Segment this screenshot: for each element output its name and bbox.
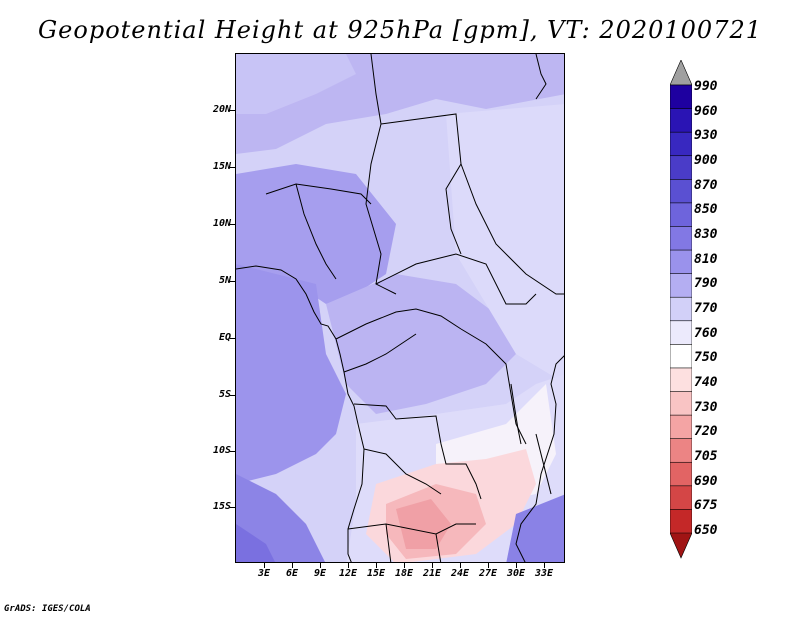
colorbar-box-730 (670, 391, 692, 416)
colorbar-box-830 (670, 226, 692, 251)
colorbar (670, 60, 692, 559)
xtick-mark-9e (320, 563, 321, 568)
ytick-label-5s: 5S (218, 389, 231, 400)
ytick-mark-eq (230, 338, 235, 339)
xtick-mark-33e (544, 563, 545, 568)
xtick-label-27e: 27E (478, 568, 498, 579)
ytick-mark-5n (230, 281, 235, 282)
xtick-label-24e: 24E (450, 568, 470, 579)
colorbar-box-770 (670, 296, 692, 322)
colorbar-label-705: 705 (694, 449, 718, 464)
xtick-label-33e: 33E (534, 568, 554, 579)
xtick-mark-24e (460, 563, 461, 568)
xtick-label-21e: 21E (422, 568, 442, 579)
colorbar-label-900: 900 (694, 153, 718, 168)
colorbar-bottom-arrow (670, 532, 692, 559)
xtick-label-9e: 9E (313, 568, 327, 579)
field-southwest-deep (236, 524, 275, 562)
coastlines-borders (236, 54, 564, 562)
colorbar-label-930: 930 (694, 128, 718, 143)
colorbar-label-750: 750 (694, 350, 718, 365)
colorbar-box-705 (670, 438, 692, 464)
colorbar-box-690 (670, 461, 692, 487)
field-pink-core (396, 499, 451, 549)
xtick-mark-15e (376, 563, 377, 568)
xtick-label-12e: 12E (338, 568, 358, 579)
colorbar-box-750 (670, 344, 692, 369)
colorbar-box-900 (670, 155, 692, 181)
colorbar-label-730: 730 (694, 400, 718, 415)
ytick-mark-10s (230, 451, 235, 452)
ytick-label-15n: 15N (212, 161, 231, 172)
xtick-mark-27e (488, 563, 489, 568)
ytick-label-15s: 15S (212, 501, 231, 512)
colorbar-top-arrow (670, 60, 692, 86)
colorbar-label-870: 870 (694, 178, 718, 193)
colorbar-box-720 (670, 414, 692, 440)
xtick-label-18e: 18E (394, 568, 414, 579)
map-panel (235, 53, 565, 563)
xtick-label-15e: 15E (366, 568, 386, 579)
colorbar-box-930 (670, 131, 692, 157)
ytick-mark-15s (230, 507, 235, 508)
colorbar-label-790: 790 (694, 276, 718, 291)
map-canvas (236, 54, 564, 562)
colorbar-label-990: 990 (694, 79, 718, 94)
colorbar-label-720: 720 (694, 424, 718, 439)
xtick-label-3e: 3E (257, 568, 271, 579)
field-northwest (236, 54, 356, 114)
colorbar-box-760 (670, 320, 692, 346)
xtick-mark-3e (264, 563, 265, 568)
colorbar-box-675 (670, 485, 692, 511)
colorbar-label-810: 810 (694, 252, 718, 267)
colorbar-label-675: 675 (694, 498, 718, 513)
field-congo (326, 274, 516, 414)
colorbar-label-740: 740 (694, 375, 718, 390)
colorbar-label-850: 850 (694, 202, 718, 217)
colorbar-label-830: 830 (694, 227, 718, 242)
colorbar-label-770: 770 (694, 301, 718, 316)
colorbar-label-960: 960 (694, 104, 718, 119)
grads-credit: GrADS: IGES/COLA (4, 604, 91, 614)
colorbar-box-960 (670, 108, 692, 133)
xtick-mark-12e (348, 563, 349, 568)
colorbar-box-740 (670, 367, 692, 393)
xtick-mark-18e (404, 563, 405, 568)
colorbar-box-650 (670, 509, 692, 534)
chart-title: Geopotential Height at 925hPa [gpm], VT:… (38, 16, 762, 44)
xtick-mark-30e (516, 563, 517, 568)
ytick-label-10s: 10S (212, 445, 231, 456)
colorbar-label-690: 690 (694, 474, 718, 489)
ytick-label-10n: 10N (212, 218, 231, 229)
xtick-mark-6e (292, 563, 293, 568)
colorbar-box-790 (670, 273, 692, 299)
colorbar-box-990 (670, 84, 692, 110)
ytick-mark-5s (230, 395, 235, 396)
ytick-label-20n: 20N (212, 104, 231, 115)
colorbar-box-810 (670, 249, 692, 275)
ytick-label-eq: EQ (218, 332, 231, 343)
xtick-label-6e: 6E (285, 568, 299, 579)
ytick-mark-10n (230, 224, 235, 225)
colorbar-box-850 (670, 202, 692, 228)
ytick-mark-15n (230, 167, 235, 168)
colorbar-label-760: 760 (694, 326, 718, 341)
ytick-label-5n: 5N (218, 275, 231, 286)
colorbar-box-870 (670, 179, 692, 204)
colorbar-label-650: 650 (694, 523, 718, 538)
ytick-mark-20n (230, 110, 235, 111)
xtick-label-30e: 30E (506, 568, 526, 579)
field-southeast (506, 494, 564, 562)
field-east (446, 104, 564, 383)
xtick-mark-21e (432, 563, 433, 568)
